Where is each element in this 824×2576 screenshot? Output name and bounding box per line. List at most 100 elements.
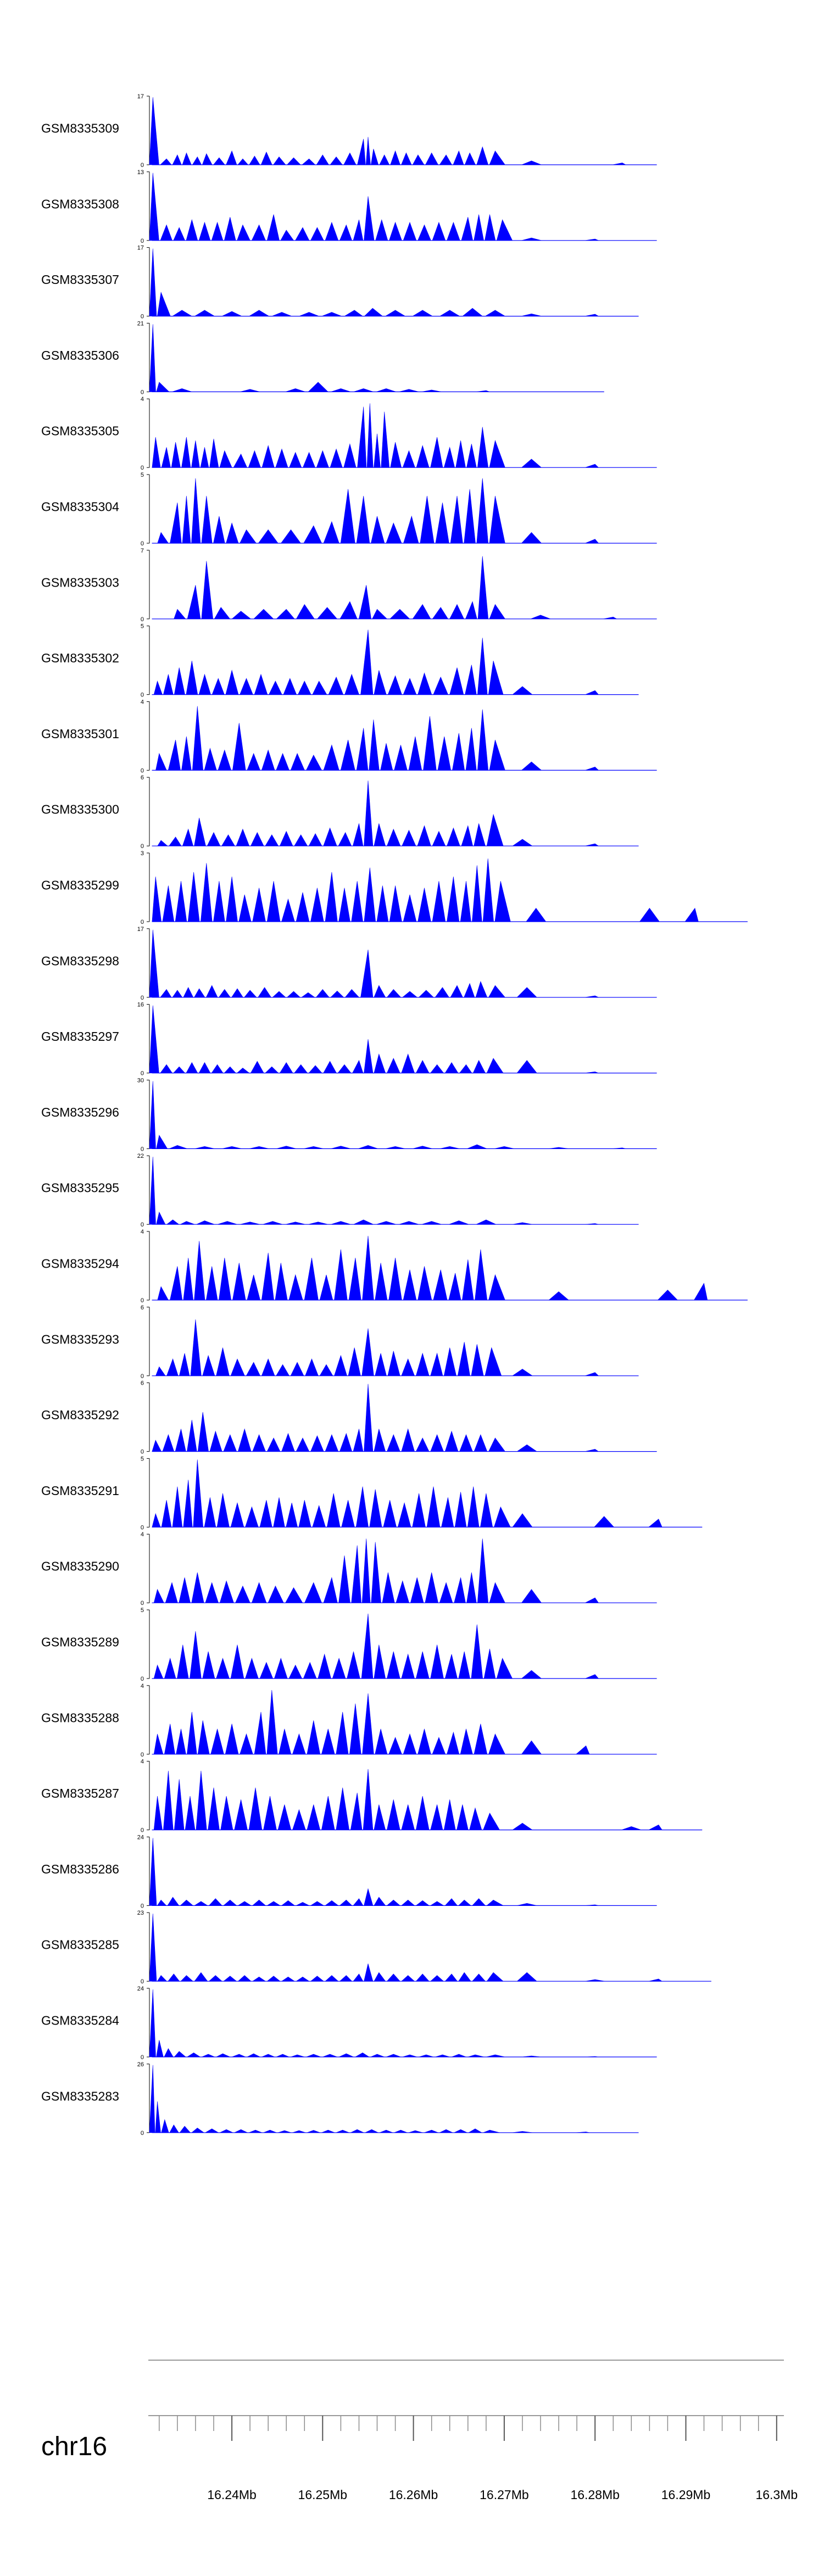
track-y-min-label: 0: [141, 1070, 144, 1077]
coverage-area: [149, 1005, 657, 1073]
track-y-min-label: 0: [141, 2054, 144, 2061]
track-y-min-label: 0: [141, 1676, 144, 1682]
track-y-min-label: 0: [141, 995, 144, 1001]
coverage-area: [152, 478, 657, 544]
track-y-min-label: 0: [141, 2130, 144, 2137]
track-GSM8335308: GSM8335308 13 0: [41, 169, 657, 244]
position-tick-label: 16.24Mb: [207, 2488, 257, 2502]
track-y-max-label: 4: [141, 699, 144, 705]
track-y-max-label: 6: [141, 1380, 144, 1387]
track-GSM8335296: GSM8335296 30 0: [41, 1077, 657, 1152]
coverage-area: [149, 1157, 639, 1225]
track-y-min-label: 0: [141, 767, 144, 774]
track-GSM8335302: GSM8335302 5 0: [41, 623, 639, 699]
track-GSM8335292: GSM8335292 6 0: [41, 1380, 657, 1456]
track-y-max-label: 5: [141, 623, 144, 630]
track-sample-label: GSM8335293: [41, 1332, 119, 1346]
track-GSM8335299: GSM8335299 3 0: [41, 850, 748, 925]
ruler-labels: 16.24Mb 16.25Mb 16.26Mb 16.27Mb 16.28Mb 16.29…: [207, 2488, 798, 2502]
track-y-max-label: 6: [141, 774, 144, 781]
track-y-min-label: 0: [141, 843, 144, 850]
track-y-max-label: 21: [137, 320, 144, 327]
track-y-max-label: 24: [137, 1834, 144, 1841]
track-sample-label: GSM8335299: [41, 878, 119, 893]
track-sample-label: GSM8335302: [41, 651, 119, 665]
track-sample-label: GSM8335304: [41, 500, 119, 514]
track-sample-label: GSM8335285: [41, 1938, 119, 1952]
track-sample-label: GSM8335284: [41, 2014, 119, 2028]
track-GSM8335304: GSM8335304 5 0: [41, 472, 657, 547]
chromosome-label: chr16: [41, 2432, 107, 2461]
track-GSM8335290: GSM8335290 4 0: [41, 1531, 657, 1607]
track-y-max-label: 23: [137, 1910, 144, 1916]
track-y-max-label: 24: [137, 1986, 144, 1992]
track-y-min-label: 0: [141, 1373, 144, 1380]
track-y-min-label: 0: [141, 238, 144, 244]
track-GSM8335291: GSM8335291 5 0: [41, 1456, 703, 1531]
track-sample-label: GSM8335291: [41, 1484, 119, 1498]
track-GSM8335300: GSM8335300 6 0: [41, 774, 639, 850]
track-y-max-label: 17: [137, 93, 144, 100]
coverage-area: [152, 780, 639, 846]
track-GSM8335283: GSM8335283 26 0: [41, 2061, 639, 2137]
track-sample-label: GSM8335295: [41, 1181, 119, 1195]
track-GSM8335298: GSM8335298 17 0: [41, 926, 657, 1001]
track-sample-label: GSM8335298: [41, 954, 119, 968]
track-GSM8335293: GSM8335293 6 0: [41, 1304, 639, 1380]
coverage-area: [152, 1319, 639, 1376]
track-y-min-label: 0: [141, 540, 144, 547]
ruler-ticks: [159, 2416, 777, 2441]
track-sample-label: GSM8335286: [41, 1862, 119, 1876]
track-y-min-label: 0: [141, 1297, 144, 1304]
track-y-max-label: 17: [137, 926, 144, 933]
track-sample-label: GSM8335309: [41, 121, 119, 136]
track-GSM8335285: GSM8335285 23 0: [41, 1910, 711, 1985]
track-sample-label: GSM8335288: [41, 1710, 119, 1725]
track-y-min-label: 0: [141, 1827, 144, 1834]
track-GSM8335287: GSM8335287 4 0: [41, 1759, 703, 1834]
track-y-max-label: 5: [141, 472, 144, 478]
position-tick-label: 16.29Mb: [661, 2488, 711, 2502]
track-GSM8335301: GSM8335301 4 0: [41, 699, 657, 774]
track-sample-label: GSM8335305: [41, 424, 119, 438]
position-tick-label: 16.28Mb: [570, 2488, 620, 2502]
position-tick-label: 16.27Mb: [480, 2488, 529, 2502]
coverage-area: [149, 1081, 657, 1149]
track-sample-label: GSM8335307: [41, 272, 119, 287]
track-y-max-label: 5: [141, 1607, 144, 1614]
track-y-max-label: 16: [137, 1002, 144, 1008]
coverage-area: [152, 1690, 657, 1755]
track-y-min-label: 0: [141, 919, 144, 925]
coverage-area: [149, 929, 657, 998]
track-GSM8335286: GSM8335286 24 0: [41, 1834, 657, 1909]
track-sample-label: GSM8335296: [41, 1105, 119, 1119]
track-sample-label: GSM8335283: [41, 2089, 119, 2103]
track-y-max-label: 17: [137, 245, 144, 252]
track-sample-label: GSM8335290: [41, 1559, 119, 1574]
coverage-area: [149, 1914, 711, 1982]
track-y-min-label: 0: [141, 314, 144, 320]
track-GSM8335284: GSM8335284 24 0: [41, 1986, 657, 2061]
track-GSM8335297: GSM8335297 16 0: [41, 1002, 657, 1077]
track-y-min-label: 0: [141, 1524, 144, 1531]
track-y-min-label: 0: [141, 1600, 144, 1607]
track-y-min-label: 0: [141, 389, 144, 395]
track-y-max-label: 4: [141, 1759, 144, 1765]
coverage-area: [149, 2065, 639, 2133]
coverage-tracks: GSM8335309170GSM8335308130GSM8335307170G…: [41, 93, 748, 2137]
track-GSM8335305: GSM8335305 4 0: [41, 396, 657, 471]
coverage-area: [149, 248, 639, 316]
track-sample-label: GSM8335301: [41, 727, 119, 741]
track-y-min-label: 0: [141, 162, 144, 169]
track-GSM8335306: GSM8335306 21 0: [41, 320, 604, 395]
track-GSM8335307: GSM8335307 17 0: [41, 245, 639, 320]
track-sample-label: GSM8335303: [41, 575, 119, 589]
coverage-area: [149, 172, 657, 241]
track-y-min-label: 0: [141, 1222, 144, 1228]
track-sample-label: GSM8335294: [41, 1257, 119, 1271]
track-GSM8335289: GSM8335289 5 0: [41, 1607, 657, 1682]
track-y-max-label: 13: [137, 169, 144, 176]
coverage-area: [152, 1769, 703, 1830]
track-GSM8335303: GSM8335303 7 0: [41, 548, 657, 623]
